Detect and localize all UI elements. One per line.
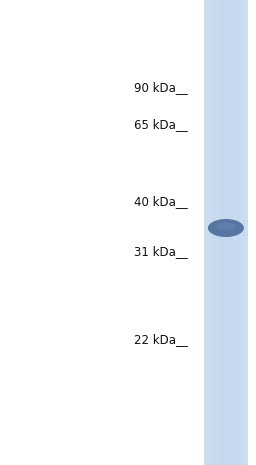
Bar bbox=[247, 0, 248, 465]
Bar bbox=[225, 0, 226, 465]
Bar bbox=[230, 0, 232, 465]
Bar bbox=[232, 0, 233, 465]
Text: 65 kDa__: 65 kDa__ bbox=[134, 119, 188, 132]
Text: 90 kDa__: 90 kDa__ bbox=[134, 81, 188, 94]
Bar bbox=[229, 0, 230, 465]
Ellipse shape bbox=[208, 219, 244, 237]
Bar bbox=[239, 0, 241, 465]
Text: 31 kDa__: 31 kDa__ bbox=[134, 246, 188, 259]
Bar bbox=[214, 0, 216, 465]
Bar bbox=[208, 0, 209, 465]
Bar bbox=[233, 0, 235, 465]
Bar bbox=[209, 0, 211, 465]
Text: 40 kDa__: 40 kDa__ bbox=[134, 195, 188, 208]
Bar bbox=[216, 0, 217, 465]
Bar bbox=[235, 0, 236, 465]
Bar bbox=[223, 0, 225, 465]
Bar bbox=[241, 0, 242, 465]
Bar bbox=[205, 0, 207, 465]
Bar bbox=[217, 0, 218, 465]
Bar bbox=[212, 0, 214, 465]
Bar bbox=[244, 0, 245, 465]
Bar bbox=[220, 0, 221, 465]
Bar bbox=[211, 0, 212, 465]
Text: 22 kDa__: 22 kDa__ bbox=[134, 333, 188, 346]
Bar bbox=[242, 0, 244, 465]
Bar bbox=[221, 0, 223, 465]
Bar bbox=[204, 0, 248, 465]
Bar bbox=[227, 0, 229, 465]
Bar bbox=[226, 0, 227, 465]
Bar bbox=[236, 0, 238, 465]
Bar bbox=[238, 0, 239, 465]
Bar bbox=[204, 0, 205, 465]
Bar bbox=[245, 0, 247, 465]
Bar bbox=[207, 0, 208, 465]
Ellipse shape bbox=[216, 223, 236, 230]
Bar bbox=[218, 0, 220, 465]
